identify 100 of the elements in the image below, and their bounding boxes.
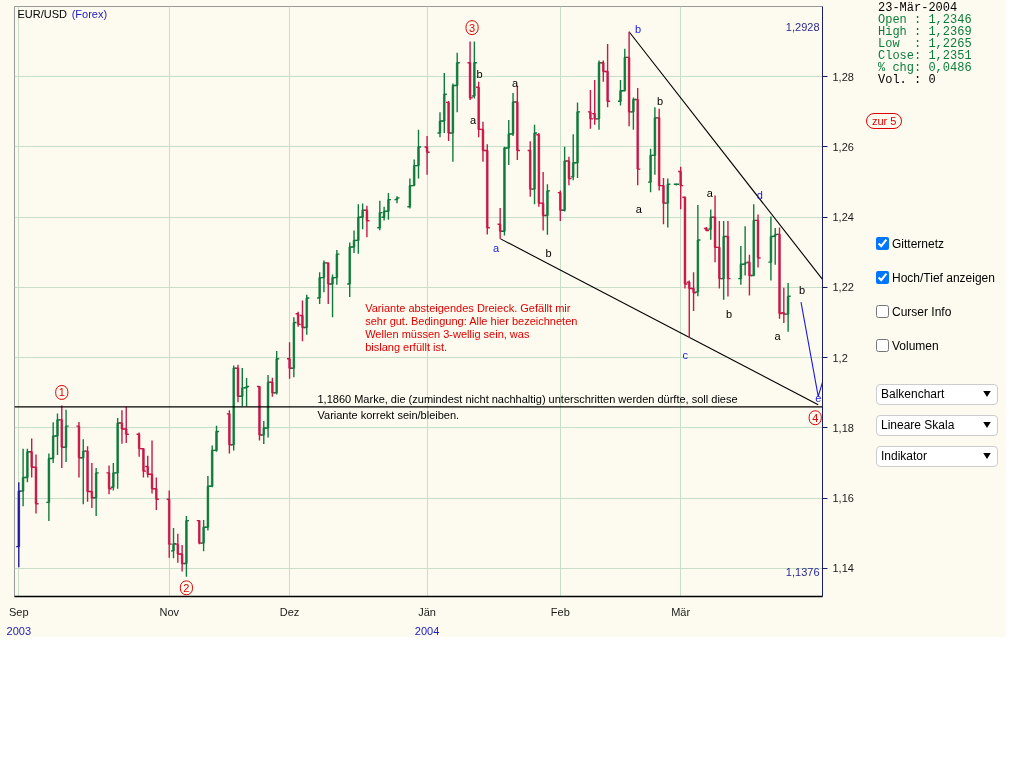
text: 2004 (414, 624, 440, 637)
annotation: 1,2928 (785, 20, 820, 33)
text: % chg: 0,0486 (878, 61, 972, 75)
annotation: a (493, 241, 501, 254)
annotation: a (706, 187, 714, 200)
candlestick (703, 226, 710, 232)
candlestick (514, 85, 521, 161)
candlestick (595, 59, 603, 131)
candlestick (466, 40, 474, 101)
x-tick-label: Mär (671, 605, 691, 618)
y-tick-label: 1,24 (832, 211, 854, 224)
candlestick (531, 124, 538, 205)
x-tick-label: Nov (159, 605, 180, 618)
candlestick (269, 377, 276, 398)
text: Indikator (876, 445, 998, 467)
candlestick (557, 189, 564, 222)
text: Lineare Skala (876, 414, 998, 436)
annotation: 2 (183, 581, 190, 594)
candlestick (496, 207, 504, 240)
text: Low : 1,2265 (878, 37, 972, 51)
annotation: a (635, 203, 643, 216)
text: 23-Mär-2004 (878, 1, 958, 15)
x-tick-label: Feb (550, 605, 570, 618)
candlestick (574, 101, 581, 179)
annotation: 4 (812, 411, 819, 424)
candlestick (58, 404, 66, 469)
ref-line-label: 1,1860 Marke, die (zumindest nicht nachhaltig) unterschritten werden dürfte, soll diese Variante korrekt sein/bleiben. (317, 392, 738, 421)
text: 2003 (6, 624, 32, 637)
candlestick (784, 282, 792, 333)
annotation: a (470, 113, 478, 126)
annotation: a (511, 76, 519, 89)
candlestick (376, 200, 384, 231)
text: Open : 1,2346 (878, 13, 972, 27)
candlestick (385, 192, 392, 221)
candlestick (630, 96, 637, 131)
candlestick (724, 220, 732, 298)
y-tick-label: 1,28 (832, 70, 854, 83)
annotation: b (476, 67, 483, 80)
annotation: Variante absteigendes Dreieck. Gefällt mir sehr gut. Bedingung: Alle hier bezeichneten Wellen müssen 3-wellig sein, was bislang erfüllt ist. (365, 301, 578, 354)
candlestick (273, 350, 280, 396)
candlestick (286, 341, 293, 380)
candlestick (591, 79, 598, 126)
y-tick-label: 1,2 (832, 351, 848, 364)
candlestick (19, 447, 27, 507)
candlestick (299, 299, 306, 342)
candlestick (363, 204, 371, 238)
candlestick (445, 100, 452, 142)
x-tick-label: Sep (9, 605, 29, 618)
candlestick (720, 220, 727, 301)
y-tick-label: 1,22 (832, 281, 854, 294)
annotation: a (774, 329, 782, 342)
candlestick (634, 87, 641, 186)
annotation: b (635, 22, 642, 35)
candlestick (471, 40, 478, 100)
candlestick (256, 385, 263, 442)
y-tick-label: 1,14 (832, 562, 854, 575)
candlestick (230, 364, 237, 452)
candlestick (776, 226, 783, 320)
candlestick (423, 135, 431, 176)
candlestick (122, 406, 130, 444)
text: Volumen (892, 339, 939, 354)
text: High : 1,2369 (878, 25, 972, 39)
annotation: b (799, 283, 806, 296)
x-tick-label: Jän (418, 605, 436, 618)
chart-subtitle: (Forex) (71, 7, 108, 20)
y-tick-label: 1,26 (832, 140, 854, 153)
annotation: c (682, 349, 689, 362)
annotation: 3 (469, 21, 476, 34)
candlestick (92, 467, 100, 517)
text: Gitternetz (892, 237, 945, 251)
annotation: d (756, 189, 763, 202)
candlestick (165, 489, 173, 559)
annotation: b (545, 246, 552, 259)
candlestick (526, 140, 534, 198)
annotation: b (725, 307, 733, 320)
candlestick (105, 464, 113, 495)
candlestick (114, 417, 121, 490)
candlestick (767, 215, 775, 282)
candlestick (355, 203, 362, 255)
annotation: 1,1376 (785, 565, 820, 578)
text: Balkenchart (876, 383, 998, 405)
candlestick (153, 476, 160, 511)
text: Curser Info (892, 305, 952, 320)
text: Close: 1,2351 (878, 49, 972, 63)
candlestick (625, 31, 633, 127)
x-tick-label: Dez (279, 605, 300, 618)
candlestick (290, 316, 298, 379)
annotation: 1 (58, 386, 65, 399)
candlestick (604, 43, 611, 108)
candlestick (754, 213, 762, 269)
candlestick (183, 515, 190, 578)
text: Hoch/Tief anzeigen (892, 271, 995, 286)
candlestick (393, 195, 401, 204)
candlestick (664, 177, 672, 229)
chart-title: EUR/USD (17, 7, 68, 20)
y-tick-label: 1,16 (832, 492, 854, 505)
candlestick (239, 367, 246, 408)
annotation: b (657, 94, 664, 107)
text: Vol. : 0 (878, 73, 936, 87)
candlestick (118, 409, 126, 445)
